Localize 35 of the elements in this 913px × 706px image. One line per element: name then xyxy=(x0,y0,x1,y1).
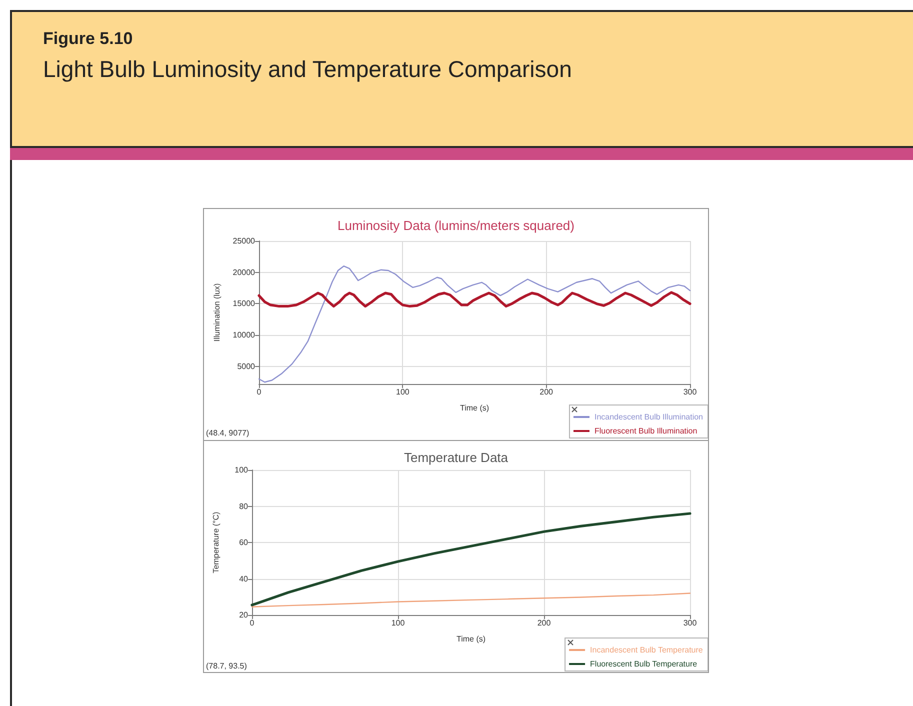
x-tick-label: 300 xyxy=(683,388,698,396)
y-tick-label: 10000 xyxy=(232,330,256,340)
x-tick-label: 100 xyxy=(391,618,406,628)
x-tick-label: 300 xyxy=(683,618,698,628)
y-tick-label: 20 xyxy=(239,610,249,620)
x-axis-title: Time (s) xyxy=(456,634,486,644)
chart-title: Luminosity Data (lumins/meters squared) xyxy=(338,218,574,233)
line-series xyxy=(258,291,692,308)
text: Figure 5.10 xyxy=(43,29,133,49)
y-tick-label: 40 xyxy=(239,574,249,584)
y-tick-label: 100 xyxy=(234,466,249,474)
x-axis-title: Time (s) xyxy=(460,404,490,412)
text: Light Bulb Luminosity and Temperature Comparison xyxy=(43,56,572,83)
x-tick-label: 0 xyxy=(250,618,255,628)
x-tick-label: 200 xyxy=(540,388,554,396)
legend-label: Fluorescent Bulb Temperature xyxy=(590,660,698,668)
chart-title: Temperature Data xyxy=(404,450,509,465)
y-axis-title: Temperature (°C) xyxy=(212,511,220,574)
line-series xyxy=(251,592,691,608)
legend-label: Incandescent Bulb Illumination xyxy=(594,412,704,422)
y-tick-label: 25000 xyxy=(232,236,256,246)
y-tick-label: 15000 xyxy=(232,299,256,308)
y-tick-label: 5000 xyxy=(237,362,256,371)
y-tick-label: 80 xyxy=(239,502,249,511)
y-tick-label: 20000 xyxy=(232,268,256,277)
y-tick-label: 60 xyxy=(239,538,249,547)
line-series xyxy=(250,512,692,606)
legend-label: Incandescent Bulb Temperature xyxy=(590,646,704,654)
text: (78.7, 93.5) xyxy=(206,662,248,670)
y-axis-title: Illumination (lux) xyxy=(212,283,222,342)
x-tick-label: 100 xyxy=(396,388,410,396)
x-tick-label: 0 xyxy=(256,388,262,396)
legend-label: Fluorescent Bulb Illumination xyxy=(594,426,698,436)
text: (48.4, 9077) xyxy=(206,428,250,438)
x-tick-label: 200 xyxy=(537,618,552,628)
